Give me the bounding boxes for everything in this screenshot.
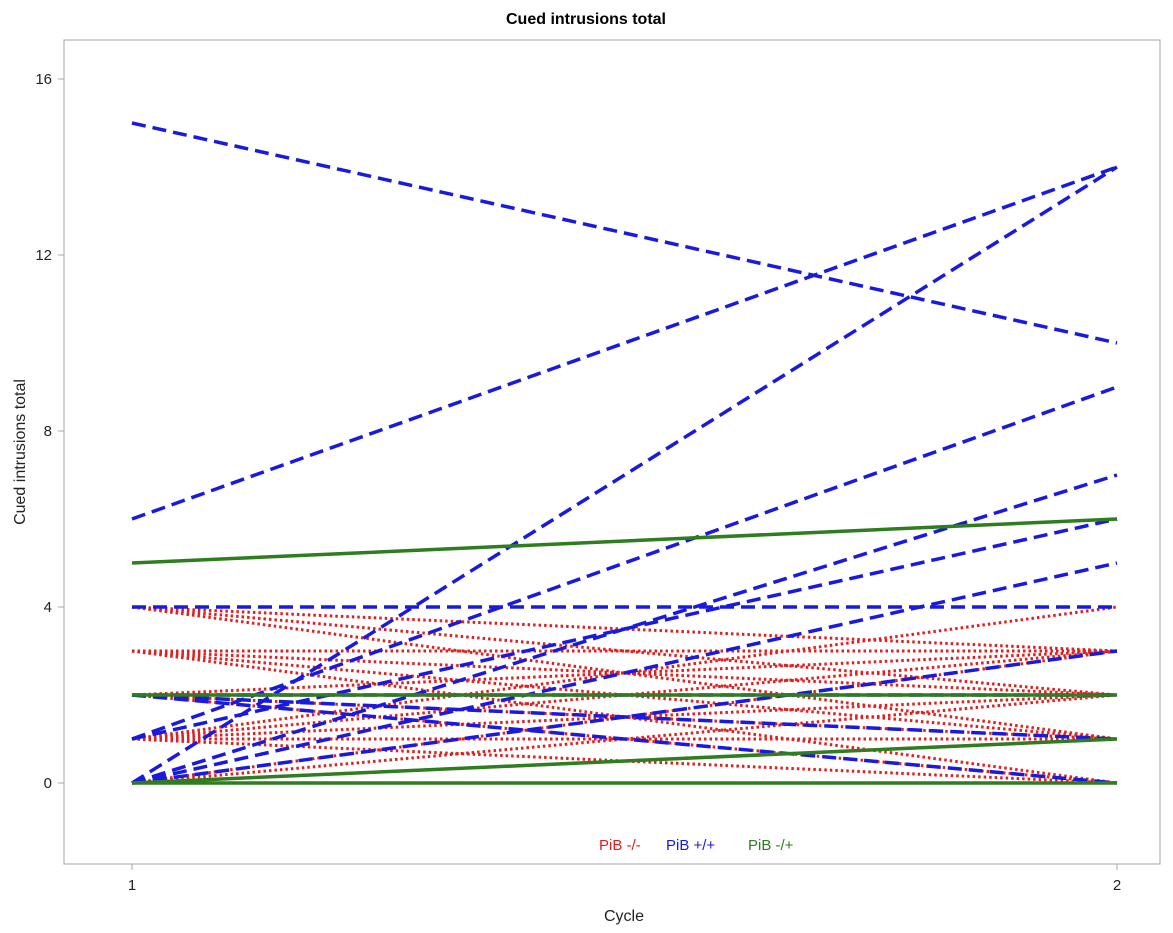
x-axis-label: Cycle (604, 908, 644, 925)
y-axis-label: Cued intrusions total (12, 379, 29, 525)
series-line-pib-neg-neg-5 (131, 649, 1118, 697)
y-tick-label-0: 0 (44, 775, 52, 792)
chart-title: Cued intrusions total (506, 11, 666, 28)
series-line-pib-pos-pos-5 (131, 385, 1118, 741)
series-line-pib-pos-pos-8 (131, 561, 1118, 785)
series-line-pib-pos-pos-11 (131, 693, 1118, 785)
series-line-pib-neg-neg-14 (131, 693, 1118, 741)
legend-item-pib-neg-pos: PiB -/+ (748, 837, 794, 854)
x-tick-label-2: 2 (1113, 877, 1121, 894)
series-line-pib-neg-neg-8 (131, 649, 1118, 697)
series-line-pib-pos-pos-2 (131, 165, 1118, 521)
series-line-pib-neg-neg-1 (131, 605, 1118, 653)
y-tick-label-4: 4 (44, 599, 52, 616)
series-line-pib-neg-pos-1 (131, 517, 1118, 565)
series-line-pib-pos-pos-1 (131, 121, 1118, 345)
series-lines (131, 121, 1118, 785)
legend-item-pib-neg-neg: PiB -/- (599, 837, 641, 854)
legend-item-pib-pos-pos: PiB +/+ (666, 837, 715, 854)
x-tick-label-1: 1 (128, 877, 136, 894)
y-tick-label-16: 16 (35, 71, 52, 88)
legend: PiB -/- PiB +/+ PiB -/+ (599, 837, 794, 854)
series-line-pib-neg-pos-2 (131, 737, 1118, 785)
y-tick-label-8: 8 (44, 423, 52, 440)
series-line-pib-neg-neg-16 (131, 737, 1118, 785)
plot-frame (63, 39, 1161, 865)
series-line-pib-pos-pos-7 (131, 517, 1118, 741)
y-tick-label-12: 12 (35, 247, 52, 264)
series-line-pib-pos-pos-10 (131, 693, 1118, 741)
